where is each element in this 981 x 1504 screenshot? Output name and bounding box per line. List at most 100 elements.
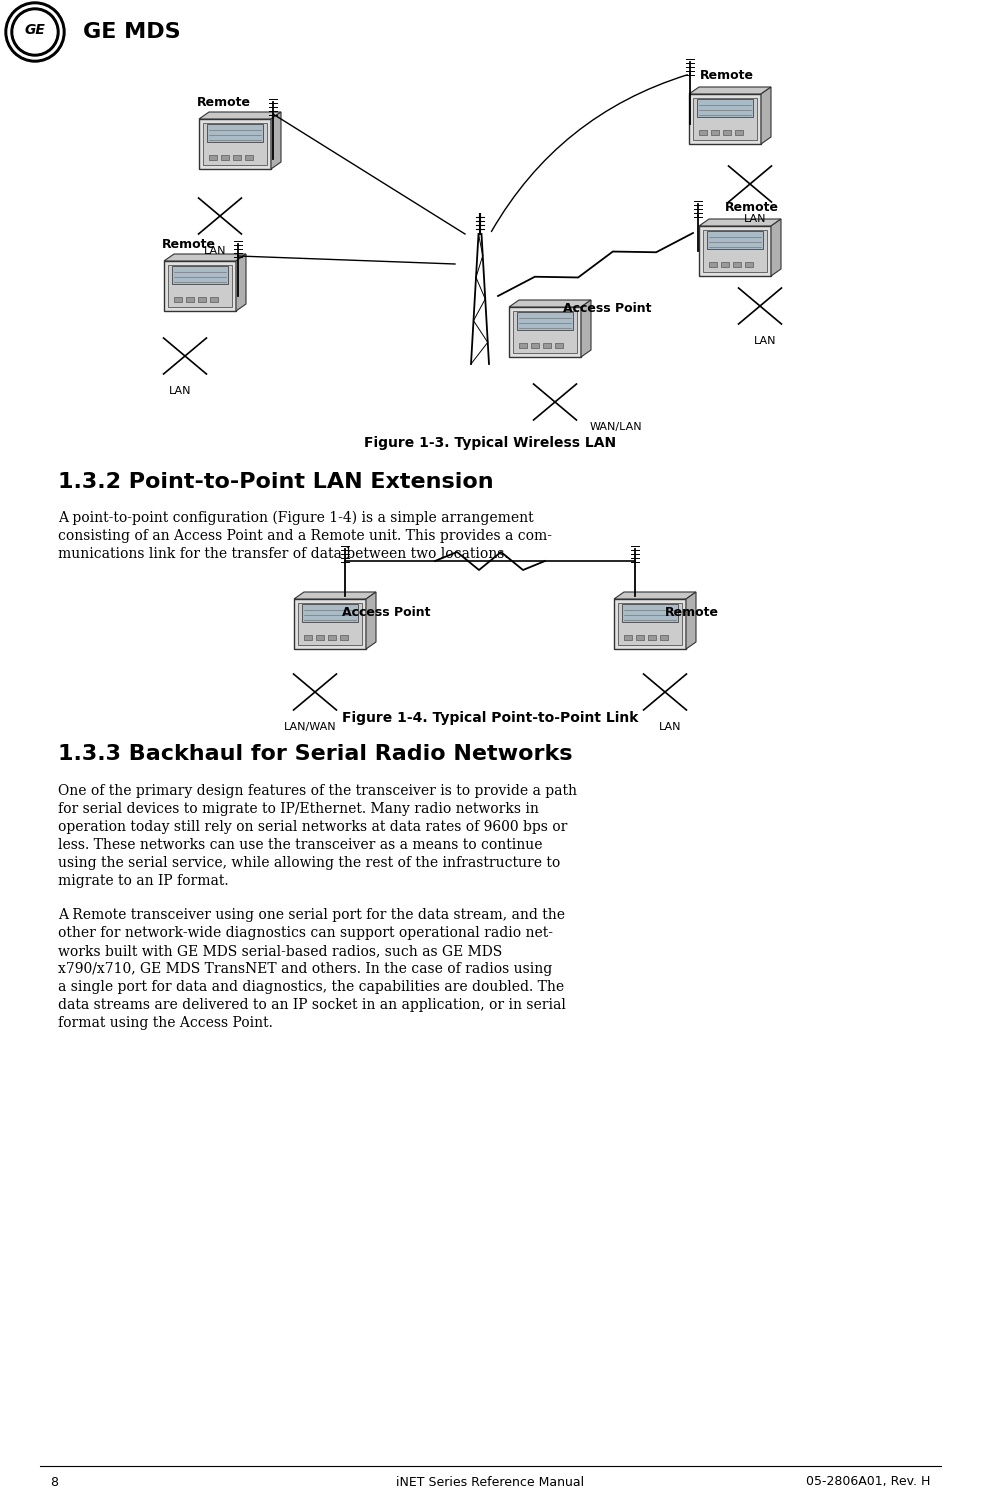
Circle shape [14,11,56,53]
Polygon shape [614,593,696,599]
FancyBboxPatch shape [733,262,741,268]
Polygon shape [509,299,591,307]
Polygon shape [164,254,246,262]
FancyBboxPatch shape [172,266,228,284]
Text: munications link for the transfer of data between two locations.: munications link for the transfer of dat… [58,547,508,561]
FancyBboxPatch shape [168,265,232,307]
Text: LAN: LAN [659,722,681,732]
Text: Remote: Remote [700,69,754,83]
Text: 1.3.2 Point-to-Point LAN Extension: 1.3.2 Point-to-Point LAN Extension [58,472,493,492]
Text: Remote: Remote [197,96,251,108]
Text: using the serial service, while allowing the rest of the infrastructure to: using the serial service, while allowing… [58,856,560,869]
Text: Remote: Remote [725,202,779,214]
FancyBboxPatch shape [164,262,236,311]
FancyBboxPatch shape [198,296,206,302]
Polygon shape [689,87,771,93]
Text: LAN: LAN [169,387,191,396]
Text: Remote: Remote [665,606,719,620]
Polygon shape [761,87,771,144]
FancyBboxPatch shape [614,599,686,650]
Text: Access Point: Access Point [342,606,431,620]
Text: format using the Access Point.: format using the Access Point. [58,1017,273,1030]
FancyBboxPatch shape [328,635,336,641]
FancyBboxPatch shape [721,262,729,268]
FancyBboxPatch shape [711,129,719,135]
Text: works built with GE MDS serial-based radios, such as GE MDS: works built with GE MDS serial-based rad… [58,945,502,958]
FancyBboxPatch shape [648,635,656,641]
Text: Remote: Remote [162,238,216,251]
Text: LAN/WAN: LAN/WAN [284,722,336,732]
FancyBboxPatch shape [186,296,194,302]
Text: consisting of an Access Point and a Remote unit. This provides a com-: consisting of an Access Point and a Remo… [58,529,552,543]
FancyBboxPatch shape [699,129,707,135]
FancyBboxPatch shape [298,603,362,645]
FancyBboxPatch shape [555,343,563,347]
Text: Figure 1-3. Typical Wireless LAN: Figure 1-3. Typical Wireless LAN [364,436,616,450]
FancyBboxPatch shape [233,155,241,159]
FancyBboxPatch shape [543,343,551,347]
FancyBboxPatch shape [199,119,271,168]
FancyBboxPatch shape [693,98,757,140]
FancyBboxPatch shape [294,599,366,650]
FancyBboxPatch shape [517,311,573,329]
FancyBboxPatch shape [699,226,771,277]
FancyBboxPatch shape [624,635,632,641]
Circle shape [8,5,62,59]
FancyBboxPatch shape [745,262,753,268]
Text: LAN: LAN [744,214,766,224]
FancyBboxPatch shape [302,605,358,623]
FancyBboxPatch shape [210,296,218,302]
Polygon shape [199,111,281,119]
Polygon shape [699,220,781,226]
Text: LAN: LAN [753,335,776,346]
FancyBboxPatch shape [221,155,229,159]
FancyBboxPatch shape [618,603,682,645]
Polygon shape [366,593,376,650]
Text: WAN/LAN: WAN/LAN [590,423,643,432]
FancyBboxPatch shape [703,230,767,272]
Text: 8: 8 [50,1475,58,1489]
Polygon shape [236,254,246,311]
Circle shape [5,2,65,62]
Polygon shape [581,299,591,356]
FancyBboxPatch shape [174,296,182,302]
FancyBboxPatch shape [723,129,731,135]
Text: for serial devices to migrate to IP/Ethernet. Many radio networks in: for serial devices to migrate to IP/Ethe… [58,802,539,817]
FancyBboxPatch shape [207,123,263,141]
Polygon shape [294,593,376,599]
Text: migrate to an IP format.: migrate to an IP format. [58,874,229,887]
Text: A Remote transceiver using one serial port for the data stream, and the: A Remote transceiver using one serial po… [58,908,565,922]
Text: GE MDS: GE MDS [83,23,181,42]
Text: 1.3.3 Backhaul for Serial Radio Networks: 1.3.3 Backhaul for Serial Radio Networks [58,744,573,764]
FancyBboxPatch shape [513,311,577,353]
FancyBboxPatch shape [203,123,267,165]
FancyBboxPatch shape [707,232,763,250]
Polygon shape [771,220,781,277]
Text: Figure 1-4. Typical Point-to-Point Link: Figure 1-4. Typical Point-to-Point Link [341,711,639,725]
FancyBboxPatch shape [340,635,348,641]
Polygon shape [686,593,696,650]
FancyBboxPatch shape [316,635,324,641]
FancyBboxPatch shape [509,307,581,356]
FancyBboxPatch shape [636,635,644,641]
FancyBboxPatch shape [689,93,761,144]
Text: GE: GE [25,23,45,38]
FancyBboxPatch shape [697,99,753,117]
FancyBboxPatch shape [709,262,717,268]
Text: One of the primary design features of the transceiver is to provide a path: One of the primary design features of th… [58,784,577,799]
Text: 05-2806A01, Rev. H: 05-2806A01, Rev. H [805,1475,930,1489]
Text: other for network-wide diagnostics can support operational radio net-: other for network-wide diagnostics can s… [58,926,553,940]
Circle shape [11,8,59,56]
FancyBboxPatch shape [519,343,527,347]
Text: x790/x710, GE MDS TransNET and others. In the case of radios using: x790/x710, GE MDS TransNET and others. I… [58,963,552,976]
FancyBboxPatch shape [622,605,678,623]
FancyBboxPatch shape [245,155,253,159]
FancyBboxPatch shape [304,635,312,641]
Text: A point-to-point configuration (Figure 1-4) is a simple arrangement: A point-to-point configuration (Figure 1… [58,511,534,525]
Text: LAN: LAN [204,247,227,256]
Text: operation today still rely on serial networks at data rates of 9600 bps or: operation today still rely on serial net… [58,820,567,835]
FancyBboxPatch shape [660,635,668,641]
Text: a single port for data and diagnostics, the capabilities are doubled. The: a single port for data and diagnostics, … [58,981,564,994]
FancyBboxPatch shape [531,343,539,347]
Text: less. These networks can use the transceiver as a means to continue: less. These networks can use the transce… [58,838,542,851]
